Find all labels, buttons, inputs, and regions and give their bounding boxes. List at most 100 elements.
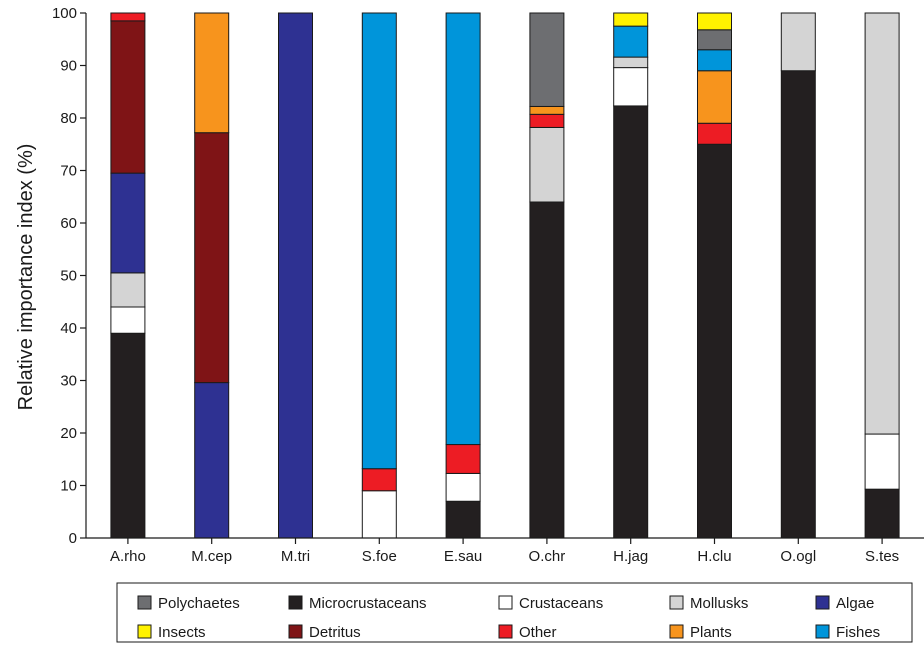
bar-stack: [697, 12, 732, 539]
bar-segment: [864, 433, 900, 490]
legend-swatch: [288, 595, 303, 610]
bar-segment: [529, 201, 565, 539]
x-tick-label: M.cep: [191, 548, 232, 565]
bar-segment: [864, 488, 900, 539]
x-tick-label: H.clu: [697, 548, 731, 565]
y-tick-label: 60: [60, 215, 77, 232]
legend-label: Polychaetes: [158, 595, 240, 612]
legend-item: Mollusks: [669, 595, 748, 612]
y-tick-label: 70: [60, 163, 77, 180]
legend-swatch: [815, 595, 830, 610]
bar-segment: [780, 70, 816, 539]
bar-segment: [110, 272, 146, 308]
bar-stack: [529, 12, 565, 539]
legend-label: Crustaceans: [519, 595, 603, 612]
legend-label: Other: [519, 624, 557, 641]
legend-label: Fishes: [836, 624, 880, 641]
y-tick-label: 90: [60, 58, 77, 75]
x-tick-label: O.chr: [529, 548, 566, 565]
bar-segment: [529, 113, 565, 128]
bar-segment: [697, 12, 732, 31]
bar-stack: [780, 12, 816, 539]
bar-segment: [529, 126, 565, 203]
x-axis: A.rho M.cep M.tri S.foe E.sau O.chr H.jag H.clu…: [86, 537, 924, 565]
bar-segment: [697, 143, 732, 539]
legend-label: Microcrustaceans: [309, 595, 427, 612]
x-tick-label: S.tes: [865, 548, 899, 565]
legend-item: Detritus: [288, 624, 361, 641]
y-tick-label: 10: [60, 478, 77, 495]
bar-segment: [194, 132, 230, 384]
legend-swatch: [498, 624, 513, 639]
bar-stack: [445, 12, 481, 539]
y-tick-label: 20: [60, 425, 77, 442]
bar-segment: [613, 67, 649, 107]
legend-swatch: [669, 624, 684, 639]
y-tick-label: 30: [60, 373, 77, 390]
legend-label: Mollusks: [690, 595, 748, 612]
bars-group: [110, 12, 900, 539]
legend-swatch: [137, 595, 152, 610]
bar-segment: [445, 444, 481, 474]
bar-segment: [613, 56, 649, 69]
legend-item: Crustaceans: [498, 595, 603, 612]
legend-swatch: [137, 624, 152, 639]
bar-segment: [697, 29, 732, 51]
bar-stack: [613, 12, 649, 539]
bar-segment: [697, 49, 732, 72]
bar-segment: [445, 12, 481, 446]
bar-segment: [445, 472, 481, 502]
legend-item: Other: [498, 624, 557, 641]
bar-stack: [278, 12, 313, 539]
bar-segment: [110, 172, 146, 274]
legend-item: Plants: [669, 624, 732, 641]
bar-segment: [194, 382, 230, 539]
bar-segment: [445, 500, 481, 539]
bar-stack: [864, 12, 900, 539]
bar-segment: [864, 12, 900, 435]
y-tick-label: 50: [60, 268, 77, 285]
bar-segment: [780, 12, 816, 72]
legend-item: Polychaetes: [137, 595, 240, 612]
y-axis: 0 10 20 30 40 50 60 70 80 90 100: [52, 5, 87, 547]
legend: Polychaetes Microcrustaceans Crustaceans Mo…: [116, 582, 913, 643]
bar-stack: [361, 12, 397, 539]
legend-label: Plants: [690, 624, 732, 641]
x-tick-label: M.tri: [281, 548, 310, 565]
x-tick-label: A.rho: [110, 548, 146, 565]
bar-stack: [110, 12, 146, 539]
bar-segment: [529, 105, 565, 115]
legend-item: Fishes: [815, 624, 880, 641]
y-tick-label: 0: [69, 530, 77, 547]
y-tick-label: 100: [52, 5, 77, 22]
legend-item: Algae: [815, 595, 874, 612]
bar-segment: [613, 12, 649, 27]
y-tick-label: 80: [60, 110, 77, 127]
legend-swatch: [498, 595, 513, 610]
legend-item: Insects: [137, 624, 206, 641]
x-tick-label: O.ogl: [780, 548, 816, 565]
bar-segment: [110, 306, 146, 334]
bar-segment: [278, 12, 313, 539]
y-tick-label: 40: [60, 320, 77, 337]
legend-label: Insects: [158, 624, 206, 641]
y-axis-title: Relative importance index (%): [15, 144, 37, 411]
bar-segment: [529, 12, 565, 107]
x-tick-label: H.jag: [613, 548, 648, 565]
bar-segment: [110, 12, 146, 22]
bar-segment: [110, 332, 146, 539]
legend-label: Detritus: [309, 624, 361, 641]
bar-segment: [361, 490, 397, 539]
legend-swatch: [815, 624, 830, 639]
bar-stack: [194, 12, 230, 539]
bar-segment: [697, 70, 732, 124]
legend-item: Microcrustaceans: [288, 595, 427, 612]
bar-segment: [361, 468, 397, 492]
legend-box: [116, 582, 913, 643]
legend-label: Algae: [836, 595, 874, 612]
legend-swatch: [288, 624, 303, 639]
bar-segment: [361, 12, 397, 470]
legend-swatch: [669, 595, 684, 610]
bar-segment: [613, 25, 649, 58]
